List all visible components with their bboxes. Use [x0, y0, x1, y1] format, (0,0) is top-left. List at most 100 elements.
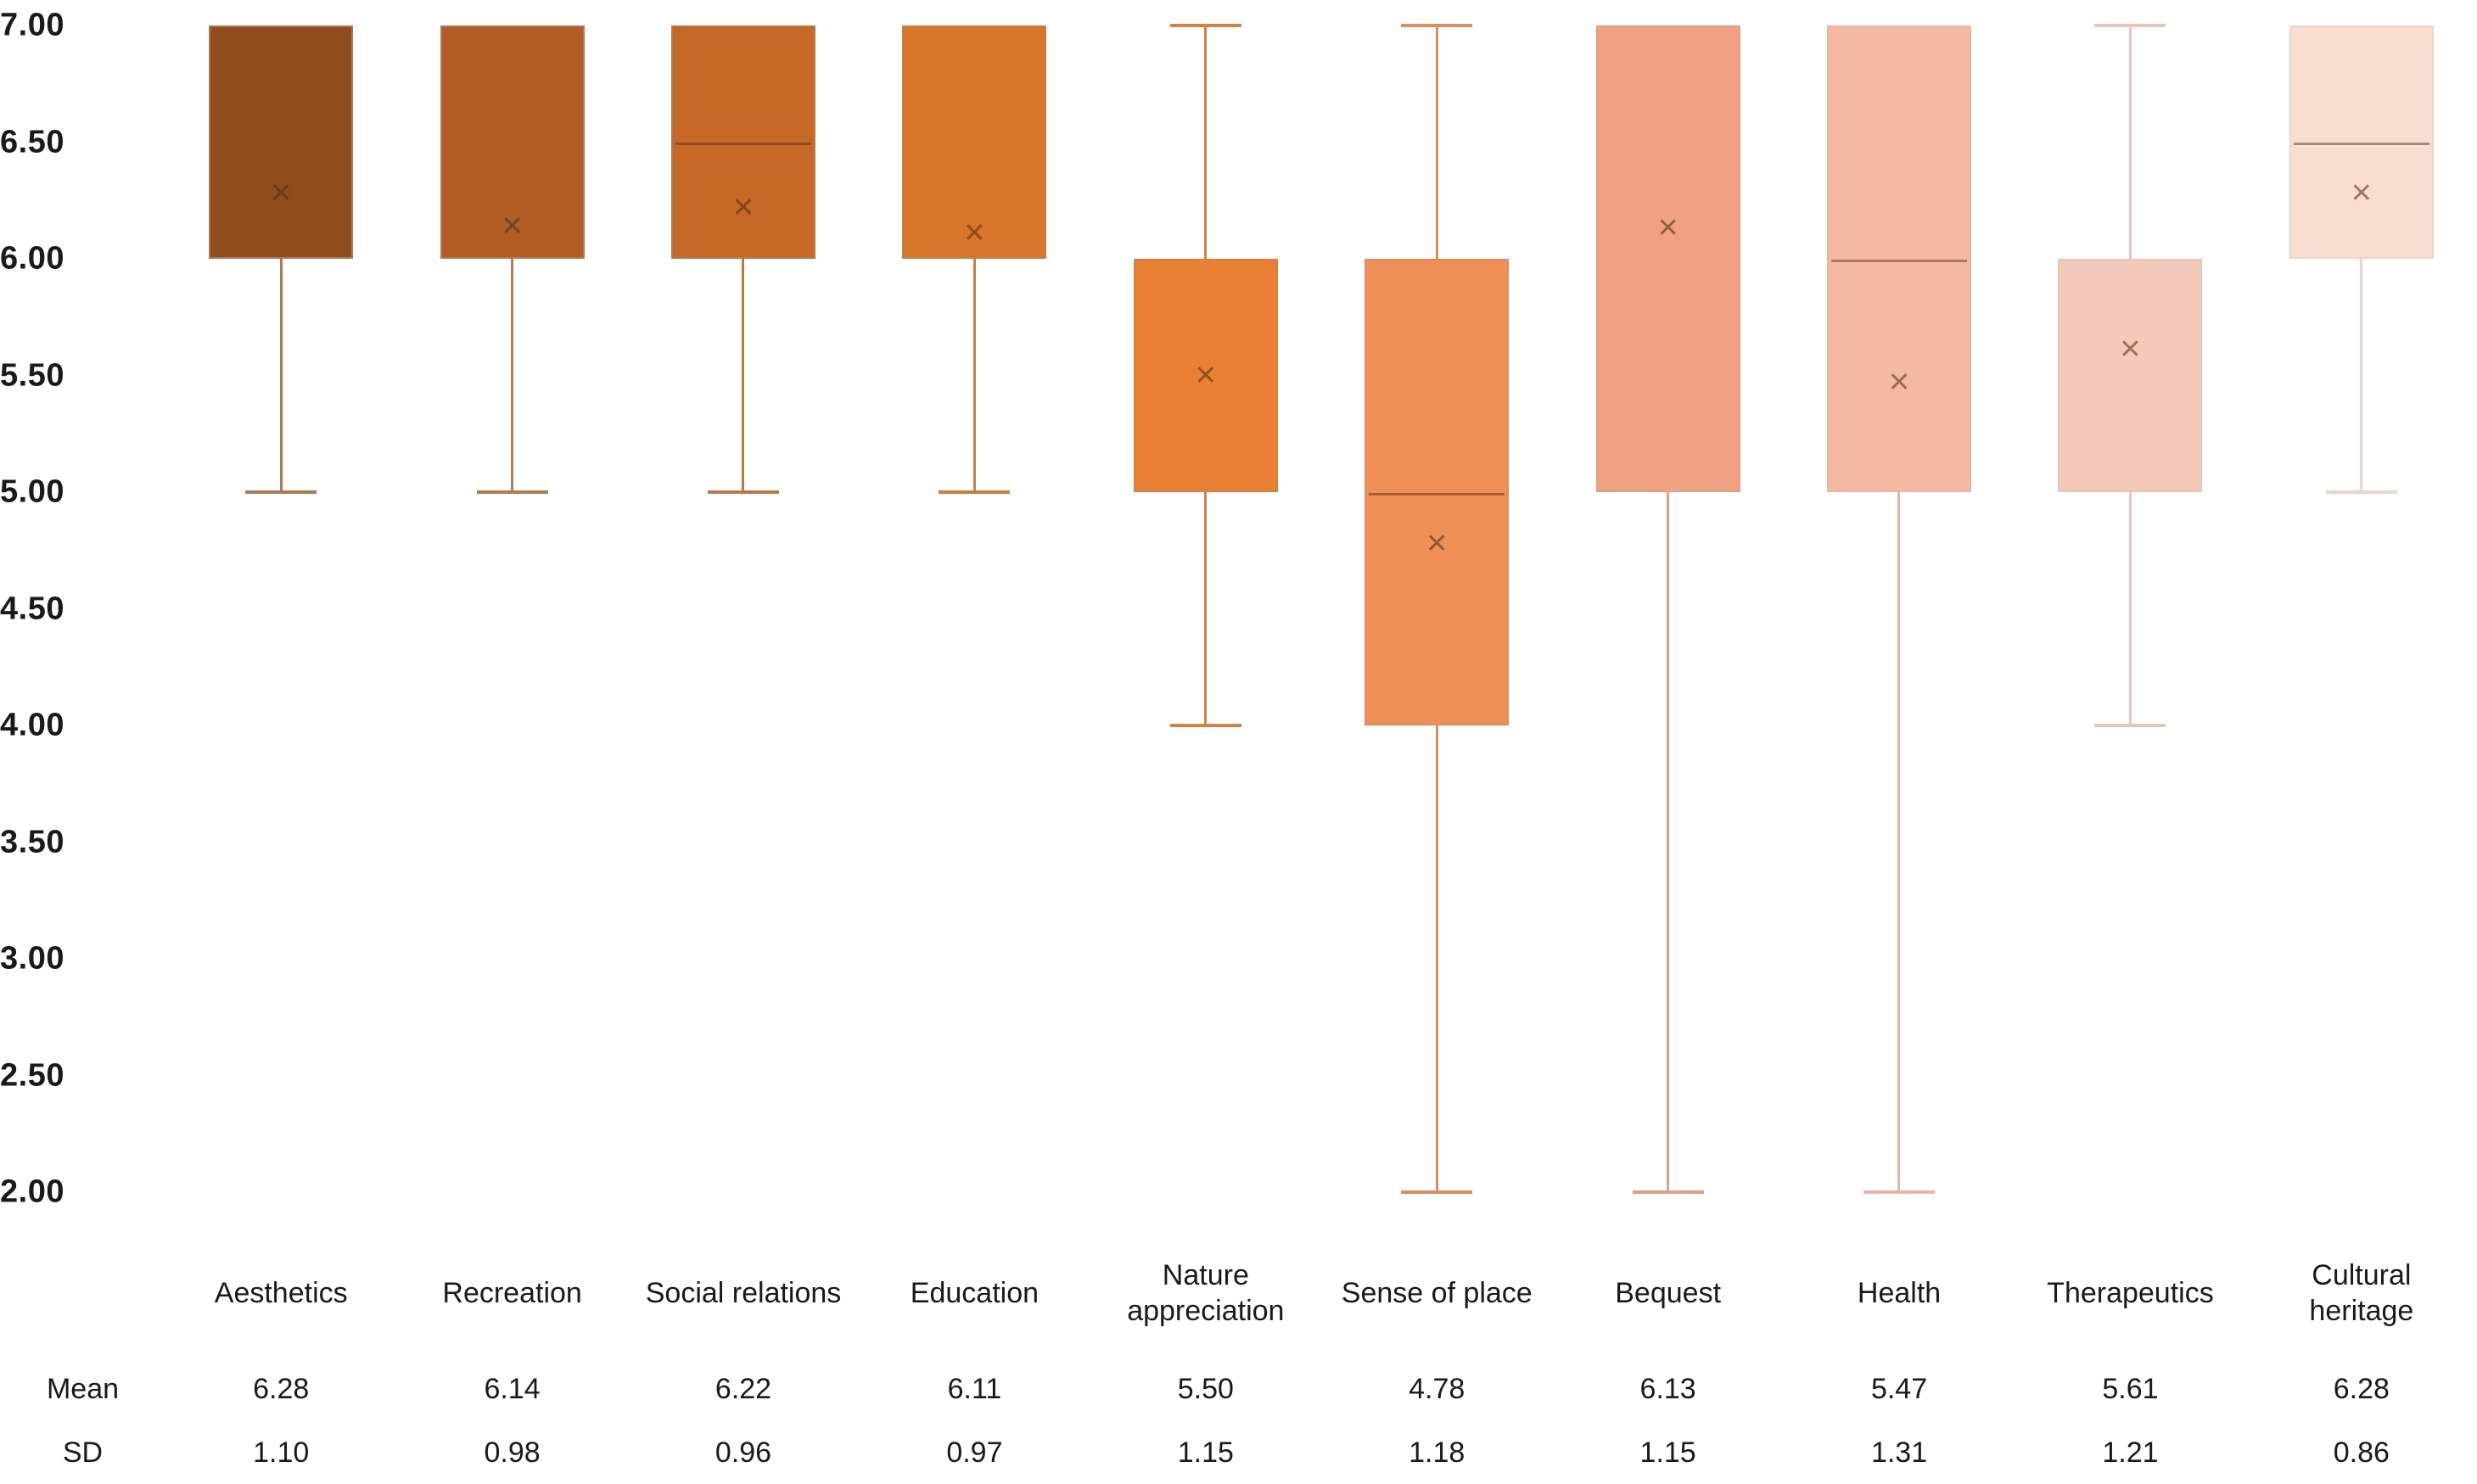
iqr-box: [209, 25, 354, 259]
upper-whisker-cap: [1401, 24, 1473, 27]
iqr-box: [440, 25, 585, 259]
lower-whisker-cap: [2325, 490, 2397, 494]
y-axis-tick-label: 3.50: [0, 824, 64, 860]
lower-whisker: [1897, 492, 1901, 1192]
mean-value: 6.28: [2333, 1372, 2390, 1405]
median-line: [2293, 143, 2429, 145]
iqr-box: [1595, 25, 1740, 492]
box-column-nature-appreciation: ×: [1090, 0, 1321, 1222]
mean-value: 6.13: [1639, 1372, 1696, 1405]
sd-value: 1.31: [1870, 1436, 1928, 1469]
y-axis-tick-label: 6.00: [0, 240, 64, 277]
mean-marker: ×: [1888, 361, 1910, 401]
box-column-social-relations: ×: [628, 0, 859, 1222]
lower-whisker-cap: [476, 490, 548, 494]
iqr-box: [1133, 259, 1278, 492]
iqr-box: [1826, 25, 1971, 492]
y-axis-tick-label: 4.50: [0, 591, 64, 626]
category-label: Education: [859, 1229, 1090, 1358]
y-axis-tick-label: 4.00: [0, 707, 64, 743]
sd-value: 0.97: [946, 1436, 1003, 1469]
sd-value: 1.15: [1177, 1436, 1234, 1469]
y-axis-tick-label: 5.50: [0, 357, 64, 393]
mean-marker: ×: [1195, 353, 1217, 394]
mean-marker: ×: [502, 204, 523, 244]
lower-whisker: [1204, 492, 1208, 725]
category-label: Social relations: [628, 1229, 859, 1358]
lower-whisker: [511, 259, 514, 492]
lower-whisker-cap: [1401, 1190, 1473, 1194]
mean-marker: ×: [270, 171, 292, 212]
mean-value: 5.61: [2102, 1372, 2159, 1405]
category-label: Sense of place: [1321, 1229, 1552, 1358]
sd-value: 1.10: [253, 1436, 310, 1469]
lower-whisker-cap: [2094, 724, 2166, 727]
upper-whisker: [1435, 25, 1438, 259]
box-column-cultural-heritage: ×: [2246, 0, 2477, 1222]
category-label: Bequest: [1552, 1229, 1783, 1358]
category-label-text: Recreation: [442, 1276, 582, 1309]
iqr-box: [2289, 25, 2434, 259]
plot-area: × × × × × × × × × ×: [165, 0, 2477, 1222]
mean-value: 6.14: [484, 1372, 541, 1405]
median-line: [675, 143, 811, 145]
y-axis-tick-label: 2.50: [0, 1057, 64, 1093]
median-line: [1830, 259, 1967, 262]
sd-value: 1.15: [1639, 1436, 1696, 1469]
iqr-box: [2058, 259, 2203, 492]
sd-value: 0.96: [715, 1436, 772, 1469]
lower-whisker: [2360, 259, 2363, 492]
sd-value: 0.98: [484, 1436, 541, 1469]
y-axis-tick-label: 6.50: [0, 124, 64, 160]
box-column-therapeutics: ×: [2015, 0, 2245, 1222]
median-line: [1369, 492, 1505, 496]
iqr-box: [1365, 259, 1510, 725]
category-label: Nature appreciation: [1090, 1229, 1321, 1358]
box-column-health: ×: [1784, 0, 2015, 1222]
category-label-text: Education: [910, 1276, 1040, 1309]
sd-row-label: SD: [62, 1436, 104, 1469]
sd-value: 1.18: [1409, 1436, 1465, 1469]
mean-value: 5.47: [1870, 1372, 1928, 1405]
y-axis-tick-label: 2.00: [0, 1173, 64, 1210]
y-axis-tick-label: 5.00: [0, 473, 64, 510]
category-label-text: Bequest: [1615, 1276, 1722, 1309]
lower-whisker-cap: [939, 490, 1011, 494]
category-label-text: Therapeutics: [2047, 1276, 2214, 1309]
box-column-sense-of-place: ×: [1321, 0, 1552, 1222]
category-label-text: Aesthetics: [214, 1276, 348, 1309]
mean-marker: ×: [732, 185, 754, 226]
mean-marker: ×: [1657, 206, 1678, 247]
sd-value: 1.21: [2102, 1436, 2159, 1469]
mean-marker: ×: [964, 211, 985, 252]
lower-whisker: [1667, 492, 1670, 1192]
y-axis-tick-label: 3.00: [0, 940, 64, 977]
box-column-education: ×: [859, 0, 1090, 1222]
mean-value: 6.28: [253, 1372, 310, 1405]
box-column-bequest: ×: [1552, 0, 1783, 1222]
mean-marker: ×: [1426, 521, 1448, 562]
lower-whisker-cap: [245, 490, 317, 494]
category-labels-row: Aesthetics Recreation Social relations Educ…: [165, 1229, 2477, 1358]
lower-whisker-cap: [1632, 1190, 1704, 1194]
lower-whisker-cap: [1863, 1190, 1935, 1194]
upper-whisker-cap: [2094, 24, 2166, 27]
category-label-text: Health: [1857, 1276, 1942, 1309]
lower-whisker: [742, 259, 745, 492]
upper-whisker-cap: [1169, 24, 1241, 27]
category-label: Health: [1784, 1229, 2015, 1358]
box-column-recreation: ×: [396, 0, 627, 1222]
category-label: Recreation: [396, 1229, 627, 1358]
lower-whisker: [279, 259, 283, 492]
mean-row: Mean 6.28 6.14 6.22 6.11 5.50 4.78 6.13 5.47 5.6…: [0, 1363, 2477, 1415]
sd-values: 1.10 0.98 0.96 0.97 1.15 1.18 1.15 1.31 1.21 0.86: [165, 1426, 2477, 1479]
category-label-text: Social relations: [645, 1276, 842, 1309]
iqr-box: [670, 25, 815, 259]
mean-value: 6.22: [715, 1372, 772, 1405]
lower-whisker: [972, 259, 976, 492]
upper-whisker: [1204, 25, 1208, 259]
box-column-aesthetics: ×: [165, 0, 396, 1222]
category-label-text: Cultural heritage: [2309, 1258, 2414, 1328]
lower-whisker-cap: [1169, 724, 1241, 727]
